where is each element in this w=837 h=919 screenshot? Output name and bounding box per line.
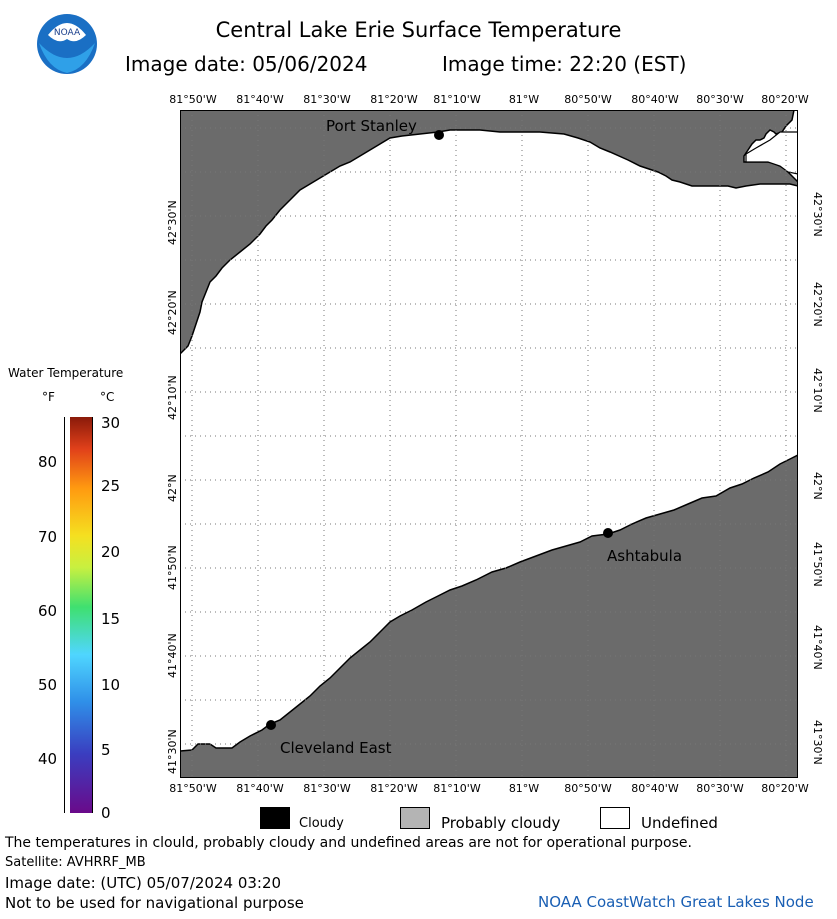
undefined-swatch xyxy=(600,807,630,829)
city-label-cleveland-east: Cleveland East xyxy=(280,739,392,757)
tick-c: 30 xyxy=(101,414,121,432)
lon-label: 80°20'W xyxy=(761,782,809,795)
image-time: Image time: 22:20 (EST) xyxy=(442,52,687,76)
lake-map[interactable] xyxy=(179,109,799,779)
lat-label: 41°30'N xyxy=(811,720,824,765)
lat-label: 41°30'N xyxy=(166,729,179,774)
lon-label: 81°50'W xyxy=(169,782,217,795)
lon-label: 80°30'W xyxy=(696,782,744,795)
lon-label: 80°40'W xyxy=(631,782,679,795)
unit-f: °F xyxy=(42,390,55,404)
inlet-water xyxy=(745,131,799,175)
ashtabula-marker[interactable] xyxy=(603,528,613,538)
cloudy-swatch xyxy=(260,807,290,829)
nav-warning: Not to be used for navigational purpose xyxy=(5,894,304,912)
cleveland-east-marker[interactable] xyxy=(266,720,276,730)
city-label-port-stanley: Port Stanley xyxy=(326,117,417,135)
lon-label: 81°40'W xyxy=(236,93,284,106)
cloudy-label: Cloudy xyxy=(299,816,344,831)
tick-f: 80 xyxy=(38,453,58,471)
lat-label: 42°20'N xyxy=(166,290,179,335)
lon-label: 80°50'W xyxy=(564,782,612,795)
tick-f: 60 xyxy=(38,602,58,620)
tick-c: 20 xyxy=(101,543,121,561)
lon-label: 80°20'W xyxy=(761,93,809,106)
tick-f: 40 xyxy=(38,750,58,768)
tick-f: 50 xyxy=(38,676,58,694)
graticule xyxy=(180,110,798,778)
lat-label: 42°30'N xyxy=(166,200,179,245)
lon-label: 81°20'W xyxy=(370,782,418,795)
lon-label: 81°30'W xyxy=(303,782,351,795)
map-title: Central Lake Erie Surface Temperature xyxy=(215,18,622,42)
colorbar-tick-line-right xyxy=(92,417,99,813)
unit-c: °C xyxy=(100,390,115,404)
tick-c: 0 xyxy=(101,804,111,822)
probably-cloudy-swatch xyxy=(400,807,430,829)
city-label-ashtabula: Ashtabula xyxy=(607,547,683,565)
noaa-logo: NOAA xyxy=(36,13,98,75)
lat-label: 42°N xyxy=(811,472,824,500)
temperature-colorbar xyxy=(70,417,92,813)
logo-text: NOAA xyxy=(54,28,81,38)
map-svg xyxy=(179,109,799,779)
probably-cloudy-label: Probably cloudy xyxy=(441,814,561,832)
north-shore-land xyxy=(179,109,799,356)
lat-label: 41°40'N xyxy=(166,633,179,678)
undefined-label: Undefined xyxy=(641,814,718,832)
tick-c: 15 xyxy=(101,610,121,628)
lat-label: 41°50'N xyxy=(166,545,179,590)
port-stanley-marker[interactable] xyxy=(434,130,444,140)
colorbar-tick-line-left xyxy=(64,417,71,813)
disclaimer: The temperatures in clould, probably clo… xyxy=(5,835,692,851)
tick-f: 70 xyxy=(38,528,58,546)
lon-label: 81°W xyxy=(508,93,540,106)
lon-label: 81°10'W xyxy=(433,782,481,795)
lon-label: 81°10'W xyxy=(433,93,481,106)
image-date: Image date: 05/06/2024 xyxy=(125,52,368,76)
lon-label: 80°50'W xyxy=(564,93,612,106)
lon-label: 80°40'W xyxy=(631,93,679,106)
lon-label: 81°W xyxy=(508,782,540,795)
lon-label: 81°30'W xyxy=(303,93,351,106)
lat-label: 42°N xyxy=(166,474,179,502)
legend-title: Water Temperature xyxy=(8,366,124,380)
lon-label: 81°40'W xyxy=(236,782,284,795)
lat-label: 41°40'N xyxy=(811,625,824,670)
tick-c: 25 xyxy=(101,477,121,495)
lat-label: 42°10'N xyxy=(166,375,179,420)
south-shore-land xyxy=(179,453,799,779)
map-frame xyxy=(180,110,798,778)
lon-label: 80°30'W xyxy=(696,93,744,106)
lon-label: 81°20'W xyxy=(370,93,418,106)
lat-label: 42°20'N xyxy=(811,282,824,327)
lat-label: 41°50'N xyxy=(811,542,824,587)
tick-c: 5 xyxy=(101,741,111,759)
tick-c: 10 xyxy=(101,676,121,694)
satellite: Satellite: AVHRRF_MB xyxy=(5,855,146,870)
credit[interactable]: NOAA CoastWatch Great Lakes Node xyxy=(538,893,814,911)
lat-label: 42°10'N xyxy=(811,368,824,413)
lon-label: 81°50'W xyxy=(169,93,217,106)
utc-date: Image date: (UTC) 05/07/2024 03:20 xyxy=(5,874,282,892)
lat-label: 42°30'N xyxy=(811,192,824,237)
